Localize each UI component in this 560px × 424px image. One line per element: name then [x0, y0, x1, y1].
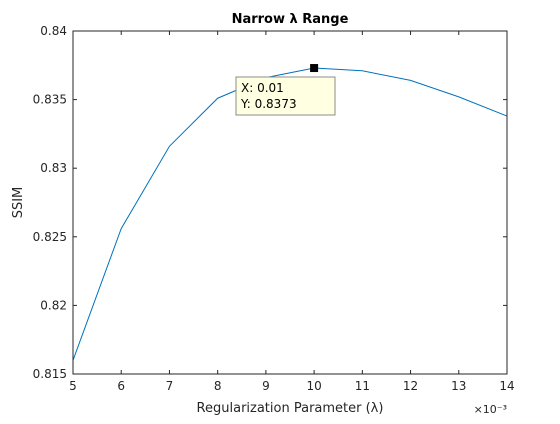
datatip-x-text: X: 0.01 [241, 81, 284, 95]
x-tick-label: 5 [69, 379, 77, 393]
x-tick-labels: 5 6 7 8 9 10 11 12 13 14 [69, 379, 514, 393]
x-tick-label: 10 [306, 379, 321, 393]
datatip-box[interactable]: X: 0.01 Y: 0.8373 [236, 77, 335, 115]
x-tick-label: 9 [262, 379, 270, 393]
x-tick-label: 6 [117, 379, 125, 393]
x-tick-label: 11 [355, 379, 370, 393]
y-tick-labels: 0.815 0.82 0.825 0.83 0.835 0.84 [33, 24, 67, 381]
y-tick-label: 0.82 [40, 298, 67, 312]
datatip-marker[interactable] [310, 64, 318, 72]
y-tick-label: 0.815 [33, 367, 67, 381]
x-tick-label: 7 [166, 379, 174, 393]
x-tick-label: 13 [451, 379, 466, 393]
x-tick-label: 8 [214, 379, 222, 393]
x-tick-label: 14 [499, 379, 514, 393]
chart-title: Narrow λ Range [232, 12, 349, 27]
y-tick-label: 0.835 [33, 93, 67, 107]
y-tick-label: 0.83 [40, 161, 67, 175]
y-axis-label: SSIM [11, 187, 26, 219]
y-tick-label: 0.825 [33, 230, 67, 244]
x-tick-label: 12 [403, 379, 418, 393]
y-tick-label: 0.84 [40, 24, 67, 38]
datatip-y-text: Y: 0.8373 [240, 97, 297, 111]
x-exponent-label: ×10⁻³ [474, 403, 507, 416]
x-axis-label: Regularization Parameter (λ) [197, 401, 384, 416]
